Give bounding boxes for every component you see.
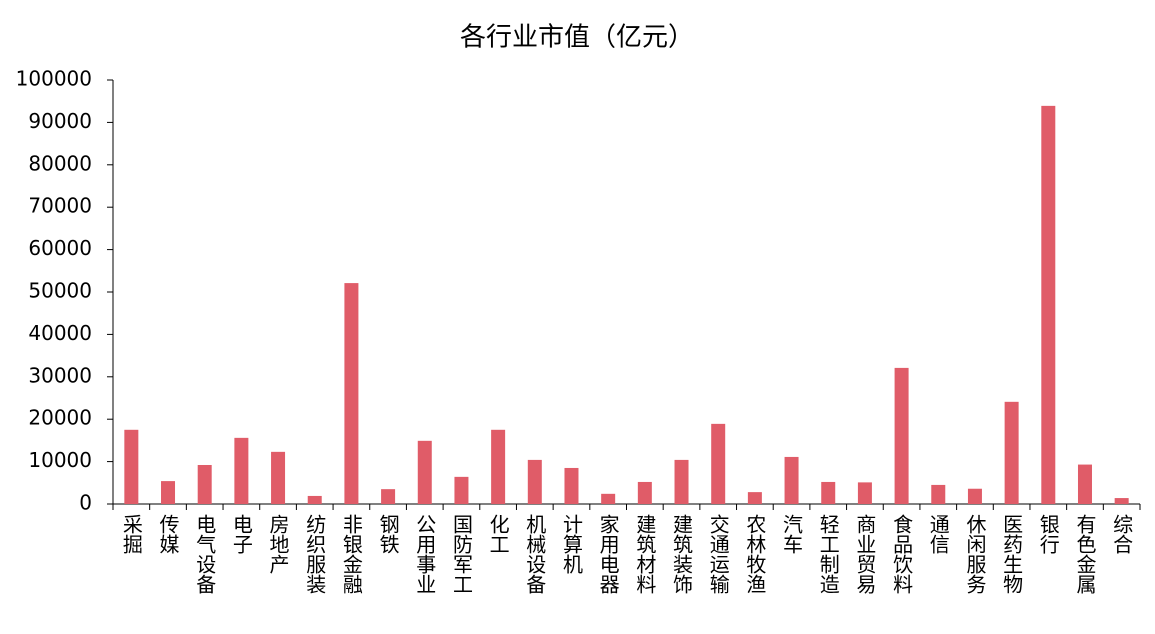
x-tick-label: 电气设备 [193,514,217,594]
x-tick-label: 银行 [1036,514,1060,554]
bar [637,481,652,504]
y-tick-label: 50000 [28,279,92,303]
bar [307,495,322,504]
bar [1077,464,1092,504]
x-tick-label: 建筑装饰 [670,514,694,594]
x-tick-label: 房地产 [266,514,290,574]
x-tick-label: 非银金融 [339,514,363,594]
x-tick-label: 休闲服务 [963,514,987,594]
y-tick-label: 100000 [16,67,92,91]
x-tick-label: 综合 [1110,514,1134,554]
bar [1041,105,1056,504]
x-tick-label: 电子 [229,514,253,554]
x-tick-label: 商业贸易 [853,514,877,595]
bar [747,492,762,504]
bar [197,464,212,504]
bar [564,467,579,504]
y-tick-label: 30000 [28,363,92,387]
y-tick-label: 40000 [28,321,92,345]
x-tick-label: 化工 [486,514,510,554]
y-tick-label: 70000 [28,194,92,218]
x-tick-label: 纺织服装 [303,514,327,594]
bar [967,488,982,504]
x-tick-label: 轻工制造 [816,514,840,594]
x-tick-label: 计算机 [559,514,583,574]
y-tick-label: 90000 [28,109,92,133]
bar [527,459,542,504]
bar [931,484,946,504]
bar [1114,498,1129,504]
x-tick-label: 建筑材料 [633,514,657,594]
bar [1004,401,1019,504]
x-tick-label: 农林牧渔 [743,514,767,594]
bar [454,476,469,504]
x-tick-label: 有色金属 [1073,514,1097,595]
bar [601,493,616,504]
y-tick-label: 60000 [28,236,92,260]
x-tick-label: 通信 [926,514,950,554]
x-tick-label: 公用事业 [413,514,437,594]
bar [491,429,506,504]
chart-title: 各行业市值（亿元） [460,23,694,53]
bar [821,481,836,504]
x-tick-label: 食品饮料 [890,514,914,594]
bar [857,482,872,504]
bar [674,459,689,504]
bar [161,481,176,504]
bar [234,437,249,504]
x-tick-label: 家用电器 [596,514,620,594]
bar [344,283,359,504]
x-tick-label: 国防军工 [449,514,473,594]
bar [894,367,909,504]
x-tick-label: 交通运输 [706,514,730,594]
x-tick-label: 医药生物 [1000,514,1024,594]
x-tick-label: 汽车 [780,514,804,554]
x-tick-label: 传媒 [156,514,180,554]
y-tick-label: 0 [79,491,92,515]
y-tick-label: 10000 [28,448,92,472]
x-tick-label: 钢铁 [376,514,400,554]
x-tick-label: 采掘 [119,514,143,554]
bar [784,456,799,504]
x-tick-label: 机械设备 [523,514,547,594]
bar [271,451,286,504]
y-tick-label: 20000 [28,406,92,430]
y-tick-label: 80000 [28,151,92,175]
bar [417,440,432,504]
bar [381,489,396,504]
bar [124,429,139,504]
bar [711,423,726,504]
